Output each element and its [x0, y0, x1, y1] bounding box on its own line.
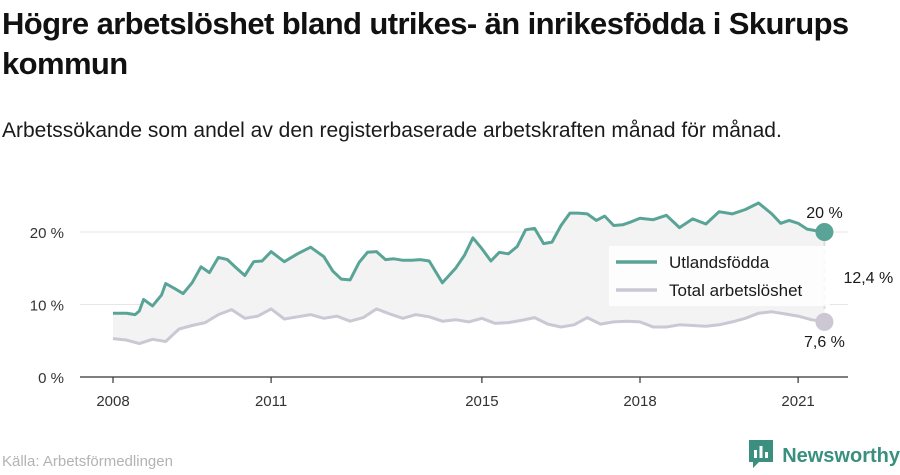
x-tick-label: 2015 [465, 393, 498, 410]
end-marker-foreign [815, 223, 834, 241]
gap-band [113, 203, 825, 344]
x-tick-label: 2018 [623, 393, 656, 410]
brand-name: Newsworthy [782, 444, 900, 467]
x-tick-label: 2008 [96, 393, 129, 410]
newsworthy-logo: Newsworthy [747, 438, 900, 475]
x-tick-label: 2011 [255, 393, 287, 410]
series-lines [112, 201, 825, 346]
series-line-total [112, 307, 825, 346]
chart-title: Högre arbetslöshet bland utrikes- än inr… [2, 6, 849, 81]
bar-chart-icon [747, 438, 775, 475]
end-label-foreign: 20 % [806, 205, 842, 222]
end-label-total: 7,6 % [804, 334, 845, 351]
source-note: Källa: Arbetsförmedlingen [2, 453, 173, 470]
gap-label: 12,4 % [843, 270, 893, 287]
line-chart: 2008 2011 2015 2018 2021 0 % 10 % 20 % 20 % 7,6… [30, 201, 893, 410]
legend-background [609, 246, 830, 306]
legend: Utlandsfödda Total arbetslöshet [609, 246, 830, 306]
end-marker-total [815, 312, 834, 331]
legend-label-total: Total arbetslöshet [669, 281, 803, 300]
end-markers: 20 % 7,6 % 12,4 % [804, 205, 893, 351]
y-axis-ticks: 0 % 10 % 20 % [30, 225, 64, 387]
chart-subtitle: Arbetssökande som andel av den registerb… [2, 119, 782, 142]
y-tick-label: 10 % [30, 298, 64, 315]
legend-label-foreign: Utlandsfödda [669, 253, 770, 272]
series-line-foreign [113, 201, 825, 317]
x-tick-label: 2021 [781, 393, 814, 410]
x-axis-ticks: 2008 2011 2015 2018 2021 [96, 377, 815, 410]
y-tick-label: 0 % [38, 370, 64, 387]
y-tick-label: 20 % [30, 225, 64, 242]
